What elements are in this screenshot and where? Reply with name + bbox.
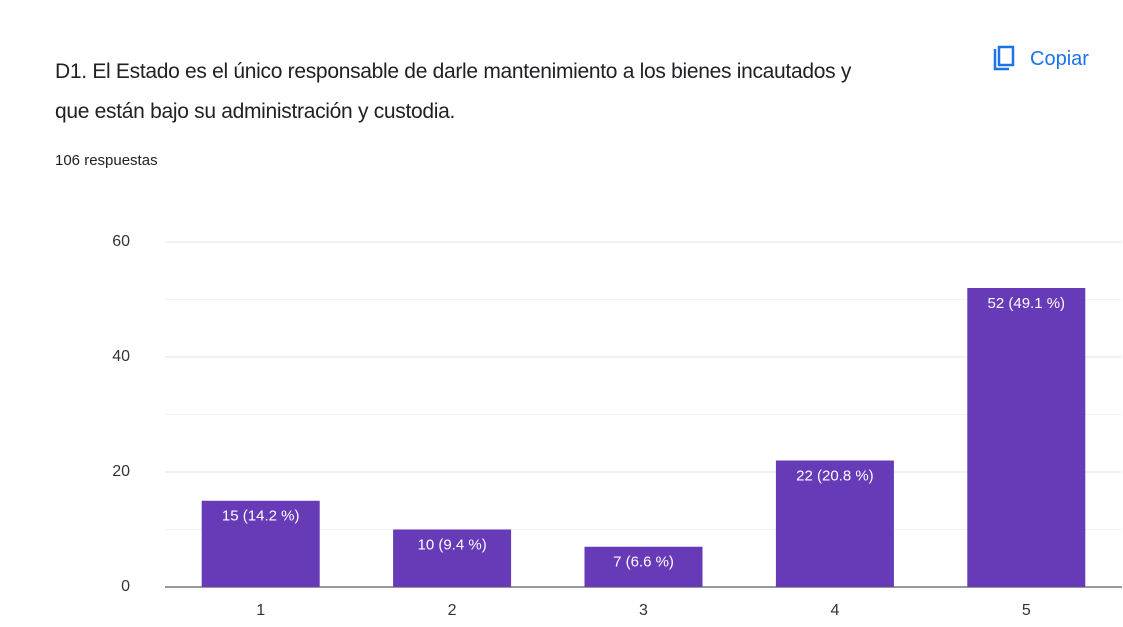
response-count: 106 respuestas (55, 152, 158, 169)
copy-button[interactable]: Copiar (992, 45, 1089, 73)
y-tick-label: 20 (112, 463, 130, 480)
bar (393, 529, 512, 587)
bar (584, 546, 703, 587)
x-tick-label: 2 (448, 602, 457, 619)
value-label: 15 (14.2 %) (222, 508, 300, 525)
x-tick-label: 1 (256, 602, 265, 619)
value-label: 22 (20.8 %) (796, 467, 874, 484)
value-label: 52 (49.1 %) (988, 295, 1066, 312)
bar (775, 460, 894, 587)
bar (967, 288, 1086, 587)
y-tick-label: 60 (112, 233, 130, 250)
y-tick-label: 40 (112, 348, 130, 365)
y-tick-label: 0 (121, 578, 130, 595)
chart-title: D1. El Estado es el único responsable de… (55, 60, 852, 123)
x-tick-label: 5 (1022, 602, 1031, 619)
copy-icon (993, 45, 1015, 71)
x-tick-label: 3 (639, 602, 648, 619)
value-label: 7 (6.6 %) (613, 554, 674, 571)
copy-label: Copiar (1030, 47, 1089, 70)
value-label: 10 (9.4 %) (417, 536, 486, 553)
x-tick-label: 4 (830, 602, 839, 619)
bar (201, 500, 320, 587)
